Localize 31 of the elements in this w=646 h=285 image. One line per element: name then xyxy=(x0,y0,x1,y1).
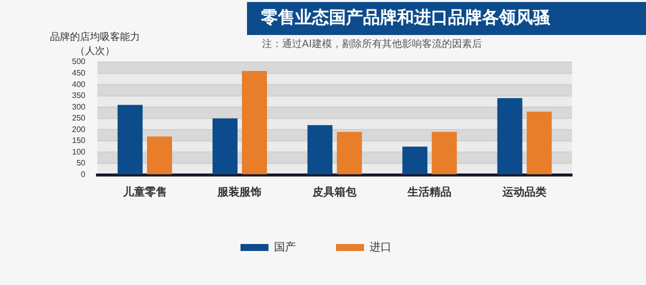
x-tick-label: 服装服饰 xyxy=(216,185,262,198)
y-tick-label: 350 xyxy=(72,91,86,100)
x-tick-label: 生活精品 xyxy=(406,185,452,198)
bar xyxy=(212,118,238,174)
y-tick-label: 150 xyxy=(72,136,86,146)
x-tick-label: 皮具箱包 xyxy=(312,185,358,198)
y-axis-title: 品牌的店均吸客能力（人次） xyxy=(49,30,141,58)
y-tick-label: 400 xyxy=(72,80,86,89)
bar xyxy=(336,132,362,174)
chart-subtitle: 注：通过AI建模，剔除所有其他影响客流的因素后 xyxy=(262,38,482,51)
y-tick-label: 50 xyxy=(76,158,86,168)
y-tick-label: 100 xyxy=(72,147,86,156)
bar xyxy=(147,136,172,174)
bar xyxy=(432,132,457,174)
bar xyxy=(307,125,332,174)
y-tick-label: 450 xyxy=(72,68,86,78)
y-tick-label: 0 xyxy=(80,170,86,180)
y-tick-label: 500 xyxy=(72,57,86,66)
chart-title: 零售业态国产品牌和进口品牌各领风骚 xyxy=(247,2,646,35)
bar xyxy=(242,71,267,174)
y-tick-label: 250 xyxy=(72,114,86,123)
legend-label: 进口 xyxy=(370,240,392,254)
y-tick-label: 200 xyxy=(72,124,86,134)
x-tick-label: 儿童零售 xyxy=(122,185,167,198)
y-tick-label: 300 xyxy=(72,102,86,112)
bar xyxy=(497,98,522,174)
bar xyxy=(526,112,552,174)
legend-label: 国产 xyxy=(274,240,296,254)
bar xyxy=(402,146,428,174)
x-tick-label: 运动品类 xyxy=(502,185,547,198)
bar xyxy=(118,104,143,174)
